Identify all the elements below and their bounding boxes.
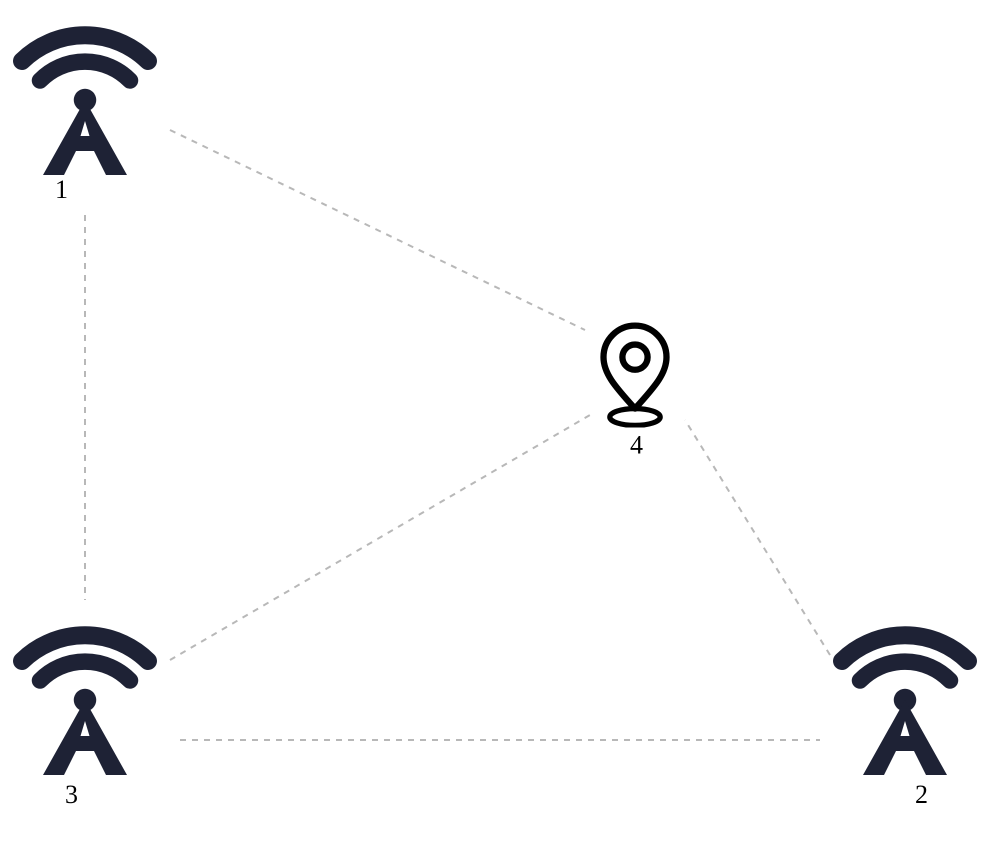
node-label-n2: 2 xyxy=(915,780,928,810)
location-pin-icon xyxy=(583,323,688,428)
tower-icon xyxy=(10,625,160,775)
tower-icon xyxy=(10,25,160,175)
node-label-n4: 4 xyxy=(630,430,643,460)
node-label-n3: 3 xyxy=(65,780,78,810)
tower-icon xyxy=(830,625,980,775)
node-n4: 4 xyxy=(583,323,688,428)
edge-n2-n4 xyxy=(685,420,830,655)
edge-n3-n4 xyxy=(170,415,590,660)
node-n1: 1 xyxy=(10,25,160,175)
edge-n1-n4 xyxy=(170,130,585,330)
node-n3: 3 xyxy=(10,625,160,775)
diagram-canvas: 1 2 3 4 xyxy=(0,0,1000,843)
node-n2: 2 xyxy=(830,625,980,775)
node-label-n1: 1 xyxy=(55,175,68,205)
